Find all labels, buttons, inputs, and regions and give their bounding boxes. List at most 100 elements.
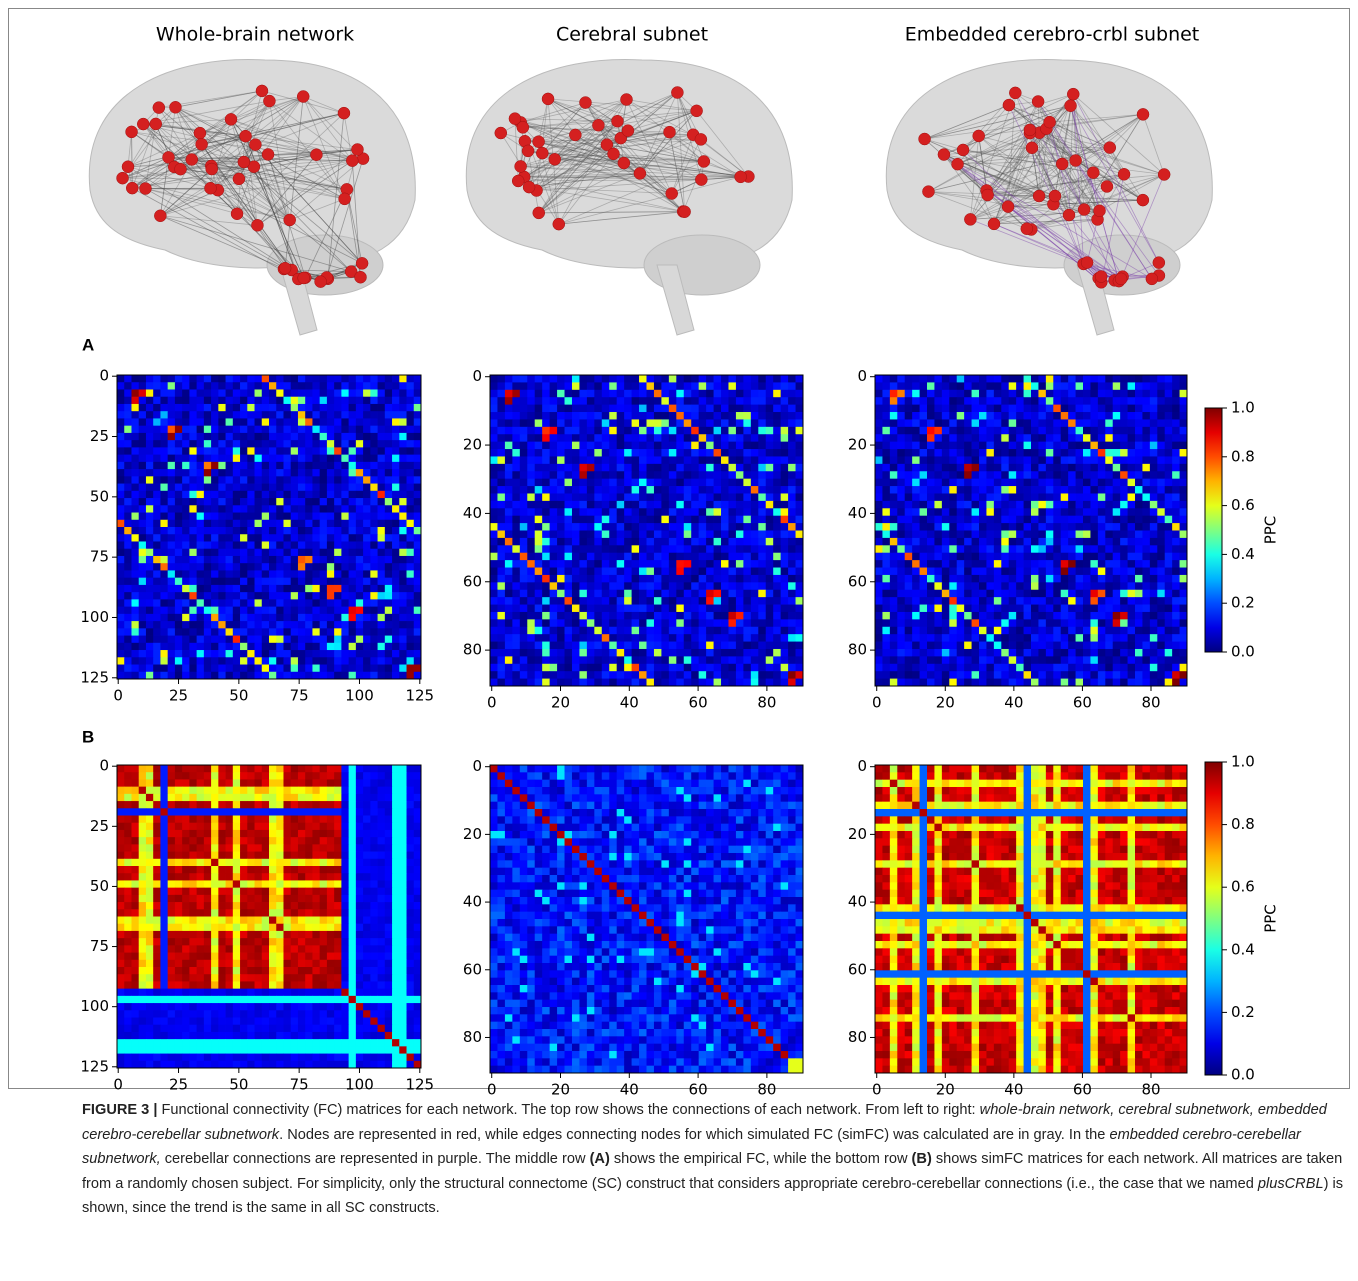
matrix-cell <box>706 605 714 613</box>
matrix-cell <box>153 513 161 521</box>
matrix-cell <box>211 556 219 564</box>
matrix-cell <box>175 549 183 557</box>
matrix-cell <box>890 427 898 435</box>
matrix-cell <box>661 590 669 598</box>
matrix-cell <box>684 516 692 524</box>
matrix-cell <box>276 599 284 607</box>
matrix-cell <box>632 649 640 657</box>
matrix-cell <box>233 375 241 383</box>
matrix-cell <box>594 664 602 672</box>
node <box>186 153 198 165</box>
matrix-cell <box>550 390 558 398</box>
matrix-cell <box>706 419 714 427</box>
matrix-cell <box>1053 449 1061 457</box>
matrix-cell <box>572 397 580 405</box>
matrix-cell <box>349 426 357 434</box>
matrix-cell <box>240 455 248 463</box>
matrix-cell <box>298 397 306 405</box>
matrix-cell <box>139 498 147 506</box>
node <box>522 145 534 157</box>
matrix-cell <box>117 455 125 463</box>
matrix-cell <box>124 505 132 513</box>
matrix-cell <box>550 405 558 413</box>
matrix-cell <box>211 447 219 455</box>
matrix-cell <box>624 582 632 590</box>
matrix-cell <box>283 513 291 521</box>
matrix-cell <box>676 493 684 501</box>
matrix-cell <box>283 433 291 441</box>
matrix-cell <box>204 520 212 528</box>
matrix-cell <box>736 619 744 627</box>
matrix-cell <box>146 657 154 665</box>
matrix-cell <box>146 491 154 499</box>
matrix-cell <box>197 570 205 578</box>
matrix-cell <box>535 516 543 524</box>
matrix-cell <box>283 491 291 499</box>
matrix-cell <box>706 671 714 679</box>
matrix-cell <box>131 636 139 644</box>
matrix-cell <box>124 484 132 492</box>
matrix-cell <box>986 442 994 450</box>
matrix-cell <box>512 412 520 420</box>
matrix-cell <box>211 621 219 629</box>
matrix-cell <box>414 476 422 484</box>
matrix-cell <box>291 491 299 499</box>
matrix-cell <box>714 471 722 479</box>
matrix-cell <box>240 440 248 448</box>
matrix-cell <box>414 505 422 513</box>
matrix-cell <box>587 568 595 576</box>
node <box>137 118 149 130</box>
matrix-cell <box>751 612 759 620</box>
matrix-cell <box>624 390 632 398</box>
node <box>354 271 366 283</box>
matrix-cell <box>942 434 950 442</box>
node <box>262 148 274 160</box>
matrix-cell <box>1046 442 1054 450</box>
matrix-cell <box>699 575 707 583</box>
matrix-cell <box>124 621 132 629</box>
matrix-cell <box>218 411 226 419</box>
matrix-cell <box>168 476 176 484</box>
matrix-cell <box>175 440 183 448</box>
matrix-cell <box>146 426 154 434</box>
matrix-cell <box>512 456 520 464</box>
matrix-cell <box>153 505 161 513</box>
matrix-cell <box>1061 405 1069 413</box>
matrix-cell <box>255 404 263 412</box>
matrix-cell <box>512 575 520 583</box>
matrix-cell <box>363 650 371 658</box>
matrix-cell <box>320 455 328 463</box>
matrix-cell <box>117 570 125 578</box>
matrix-cell <box>647 649 655 657</box>
matrix-cell <box>520 479 528 487</box>
matrix-cell <box>766 649 774 657</box>
matrix-cell <box>964 434 972 442</box>
matrix-cell <box>204 534 212 542</box>
matrix-cell <box>211 476 219 484</box>
matrix-cell <box>994 456 1002 464</box>
matrix-cell <box>1120 412 1128 420</box>
matrix-cell <box>182 447 190 455</box>
matrix-cell <box>298 469 306 477</box>
matrix-cell <box>255 491 263 499</box>
matrix-cell <box>1113 375 1121 383</box>
matrix-cell <box>182 418 190 426</box>
matrix-cell <box>736 664 744 672</box>
matrix-cell <box>146 578 154 586</box>
matrix-cell <box>240 462 248 470</box>
node <box>297 91 309 103</box>
matrix-cell <box>699 508 707 516</box>
matrix-cell <box>117 541 125 549</box>
matrix-cell <box>414 650 422 658</box>
matrix-cell <box>204 498 212 506</box>
matrix-cell <box>1016 390 1024 398</box>
matrix-cell <box>327 527 335 535</box>
matrix-cell <box>587 560 595 568</box>
matrix-cell <box>370 397 378 405</box>
matrix-cell <box>788 479 796 487</box>
matrix-cell <box>269 491 277 499</box>
matrix-cell <box>146 462 154 470</box>
matrix-cell <box>905 456 913 464</box>
matrix-cell <box>912 397 920 405</box>
matrix-cell <box>399 556 407 564</box>
